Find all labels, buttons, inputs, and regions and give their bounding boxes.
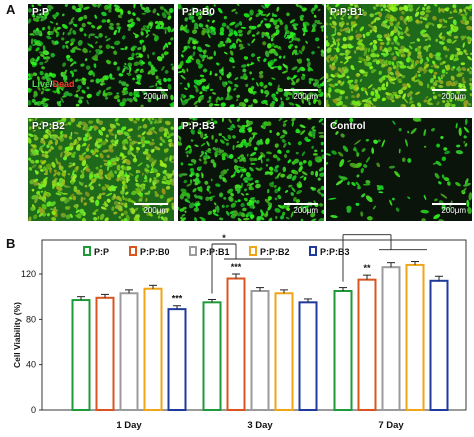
- bar: [298, 301, 318, 411]
- y-tick-label: 120: [21, 269, 36, 279]
- bar: [226, 277, 246, 411]
- bracket-label: ***: [362, 232, 373, 234]
- legend-label: P:P:B2: [260, 247, 290, 257]
- micrograph-grid: P:P Live/Dead 200μm P:P:B0 200μm P:P:B1 …: [28, 4, 472, 221]
- scale-bar: 200μm: [432, 203, 466, 215]
- y-tick-label: 0: [31, 405, 36, 415]
- significance-label: ***: [172, 294, 183, 304]
- y-tick-label: 40: [26, 360, 36, 370]
- x-category-label: 7 Day: [378, 420, 404, 431]
- legend-label: P:P:B1: [200, 247, 230, 257]
- micrograph-ppb3: P:P:B3 200μm: [178, 118, 324, 221]
- bar: [274, 292, 294, 411]
- stain-dead-label: Dead: [52, 79, 75, 89]
- bar: [333, 290, 353, 411]
- micrograph-label: P:P:B0: [182, 7, 215, 18]
- significance-label: **: [363, 263, 371, 273]
- y-axis-title: Cell Viability (%): [12, 302, 22, 368]
- x-category-label: 3 Day: [247, 420, 273, 431]
- panel-b-letter: B: [6, 236, 16, 251]
- legend-swatch: [189, 246, 197, 256]
- micrograph-label: P:P: [32, 7, 49, 18]
- scale-bar-label: 200μm: [441, 206, 466, 215]
- legend-swatch: [309, 246, 317, 256]
- bar: [95, 296, 115, 411]
- legend-swatch: [249, 246, 257, 256]
- scale-bar: 200μm: [284, 203, 318, 215]
- scale-bar: 200μm: [134, 203, 168, 215]
- micrograph-label: P:P:B1: [330, 7, 363, 18]
- bar: [119, 292, 139, 411]
- bar: [202, 301, 222, 411]
- cell-viability-chart: 0 40 80 120 Cell Viability (%) P:P P:P:B0 P:P:B…: [12, 232, 467, 431]
- y-tick-label: 80: [26, 314, 36, 324]
- scale-bar: 200μm: [134, 89, 168, 101]
- scale-bar-label: 200μm: [143, 92, 168, 101]
- scale-bar: 200μm: [432, 89, 466, 101]
- scale-bar-label: 200μm: [143, 206, 168, 215]
- legend-label: P:P:B3: [320, 247, 350, 257]
- bar: [357, 278, 377, 411]
- bar: [143, 287, 163, 412]
- micrograph-texture: [178, 4, 324, 107]
- micrograph-ppb1: P:P:B1 200μm: [326, 4, 472, 107]
- legend-label: P:P: [94, 247, 109, 257]
- stain-slash: /: [50, 79, 53, 89]
- significance-label: ***: [231, 262, 242, 272]
- stain-live-label: Live: [32, 79, 51, 89]
- micrograph-pp: P:P Live/Dead 200μm: [28, 4, 174, 107]
- bar: [381, 266, 401, 412]
- bar: [429, 279, 449, 411]
- micrograph-label: Control: [330, 121, 366, 132]
- legend-swatch: [83, 246, 91, 256]
- micrograph-ppb0: P:P:B0 200μm: [178, 4, 324, 107]
- bar: [167, 308, 187, 411]
- micrograph-label: P:P:B3: [182, 121, 215, 132]
- scale-bar-label: 200μm: [441, 92, 466, 101]
- bracket-label: *: [222, 233, 226, 243]
- micrograph-ppb2: P:P:B2 200μm: [28, 118, 174, 221]
- micrograph-texture: [326, 118, 472, 221]
- legend-label: P:P:B0: [140, 247, 170, 257]
- panel-a-letter: A: [6, 2, 16, 17]
- micrograph-texture: [28, 4, 174, 107]
- scale-bar: 200μm: [284, 89, 318, 101]
- micrograph-texture: [178, 118, 324, 221]
- bar: [71, 299, 91, 411]
- bar: [250, 290, 270, 411]
- scale-bar-label: 200μm: [293, 206, 318, 215]
- bar: [405, 263, 425, 411]
- micrograph-label: P:P:B2: [32, 121, 65, 132]
- legend-swatch: [129, 246, 137, 256]
- stain-legend: Live/Dead: [32, 79, 75, 89]
- scale-bar-label: 200μm: [293, 92, 318, 101]
- micrograph-texture: [326, 4, 472, 107]
- micrograph-control: Control 200μm: [326, 118, 472, 221]
- x-category-label: 1 Day: [116, 420, 142, 431]
